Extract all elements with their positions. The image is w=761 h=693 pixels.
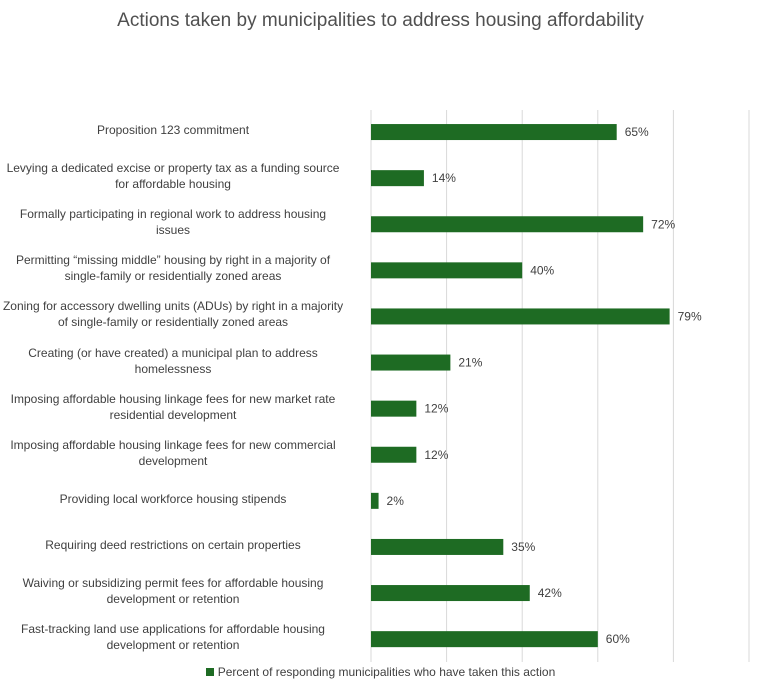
data-label: 42% <box>538 586 562 600</box>
category-label: Proposition 123 commitment <box>0 122 358 138</box>
category-label-line: development or retention <box>106 638 240 653</box>
category-label: Permitting “missing middle” housing by r… <box>0 252 358 284</box>
chart-title: Actions taken by municipalities to addre… <box>117 10 644 31</box>
category-label-line: single-family or residentially zoned are… <box>64 269 282 284</box>
data-label: 21% <box>458 356 482 370</box>
data-label: 12% <box>424 448 448 462</box>
legend-label: Percent of responding municipalities who… <box>217 665 556 679</box>
category-label: Requiring deed restrictions on certain p… <box>0 537 358 553</box>
bar <box>371 585 530 602</box>
category-label-line: Imposing affordable housing linkage fees… <box>10 437 336 452</box>
category-label: Fast-tracking land use applications for … <box>0 621 358 653</box>
data-label: 79% <box>678 309 702 323</box>
data-label: 72% <box>651 217 675 231</box>
category-label-line: Formally participating in regional work … <box>19 207 327 222</box>
legend: Percent of responding municipalities who… <box>0 665 761 679</box>
bar <box>371 400 417 417</box>
category-label: Levying a dedicated excise or property t… <box>0 160 358 192</box>
category-label-line: Waiving or subsidizing permit fees for a… <box>22 576 324 591</box>
category-label-line: issues <box>155 223 190 238</box>
bar <box>371 354 451 371</box>
category-label-line: Proposition 123 commitment <box>96 123 250 138</box>
category-label: Formally participating in regional work … <box>0 206 358 238</box>
category-label-line: homelessness <box>134 361 212 376</box>
category-label-line: Levying a dedicated excise or property t… <box>6 161 340 176</box>
category-label-line: for affordable housing <box>115 177 231 192</box>
category-label-line: residential development <box>109 407 237 422</box>
category-label-line: Fast-tracking land use applications for … <box>21 622 325 637</box>
bar <box>371 308 670 325</box>
data-label: 60% <box>606 632 630 646</box>
category-label-line: Permitting “missing middle” housing by r… <box>15 253 331 268</box>
category-label-line: Zoning for accessory dwelling units (ADU… <box>2 299 344 314</box>
bar <box>371 124 617 141</box>
bar <box>371 262 523 279</box>
category-label: Imposing affordable housing linkage fees… <box>0 437 358 469</box>
category-label: Creating (or have created) a municipal p… <box>0 345 358 377</box>
bar <box>371 631 598 648</box>
category-label: Imposing affordable housing linkage fees… <box>0 391 358 423</box>
data-label: 40% <box>530 263 554 277</box>
data-label: 2% <box>387 494 405 508</box>
data-label: 12% <box>424 402 448 416</box>
bar <box>371 492 379 509</box>
legend-swatch <box>205 668 214 676</box>
category-label: Providing local workforce housing stipen… <box>0 491 358 507</box>
bar <box>371 538 504 555</box>
category-label-line: Providing local workforce housing stipen… <box>59 491 287 506</box>
data-label: 35% <box>511 540 535 554</box>
bar <box>371 170 424 187</box>
category-label-line: Requiring deed restrictions on certain p… <box>45 537 301 552</box>
category-label-line: development <box>138 453 208 468</box>
bar <box>371 216 644 233</box>
bar <box>371 446 417 463</box>
category-label-line: Imposing affordable housing linkage fees… <box>10 391 336 406</box>
category-label-line: of single-family or residentially zoned … <box>57 315 289 330</box>
data-label: 65% <box>625 125 649 139</box>
category-label: Waiving or subsidizing permit fees for a… <box>0 575 358 607</box>
category-label-line: Creating (or have created) a municipal p… <box>28 345 318 360</box>
category-label-line: development or retention <box>106 592 240 607</box>
category-label: Zoning for accessory dwelling units (ADU… <box>0 298 358 330</box>
data-label: 14% <box>432 171 456 185</box>
